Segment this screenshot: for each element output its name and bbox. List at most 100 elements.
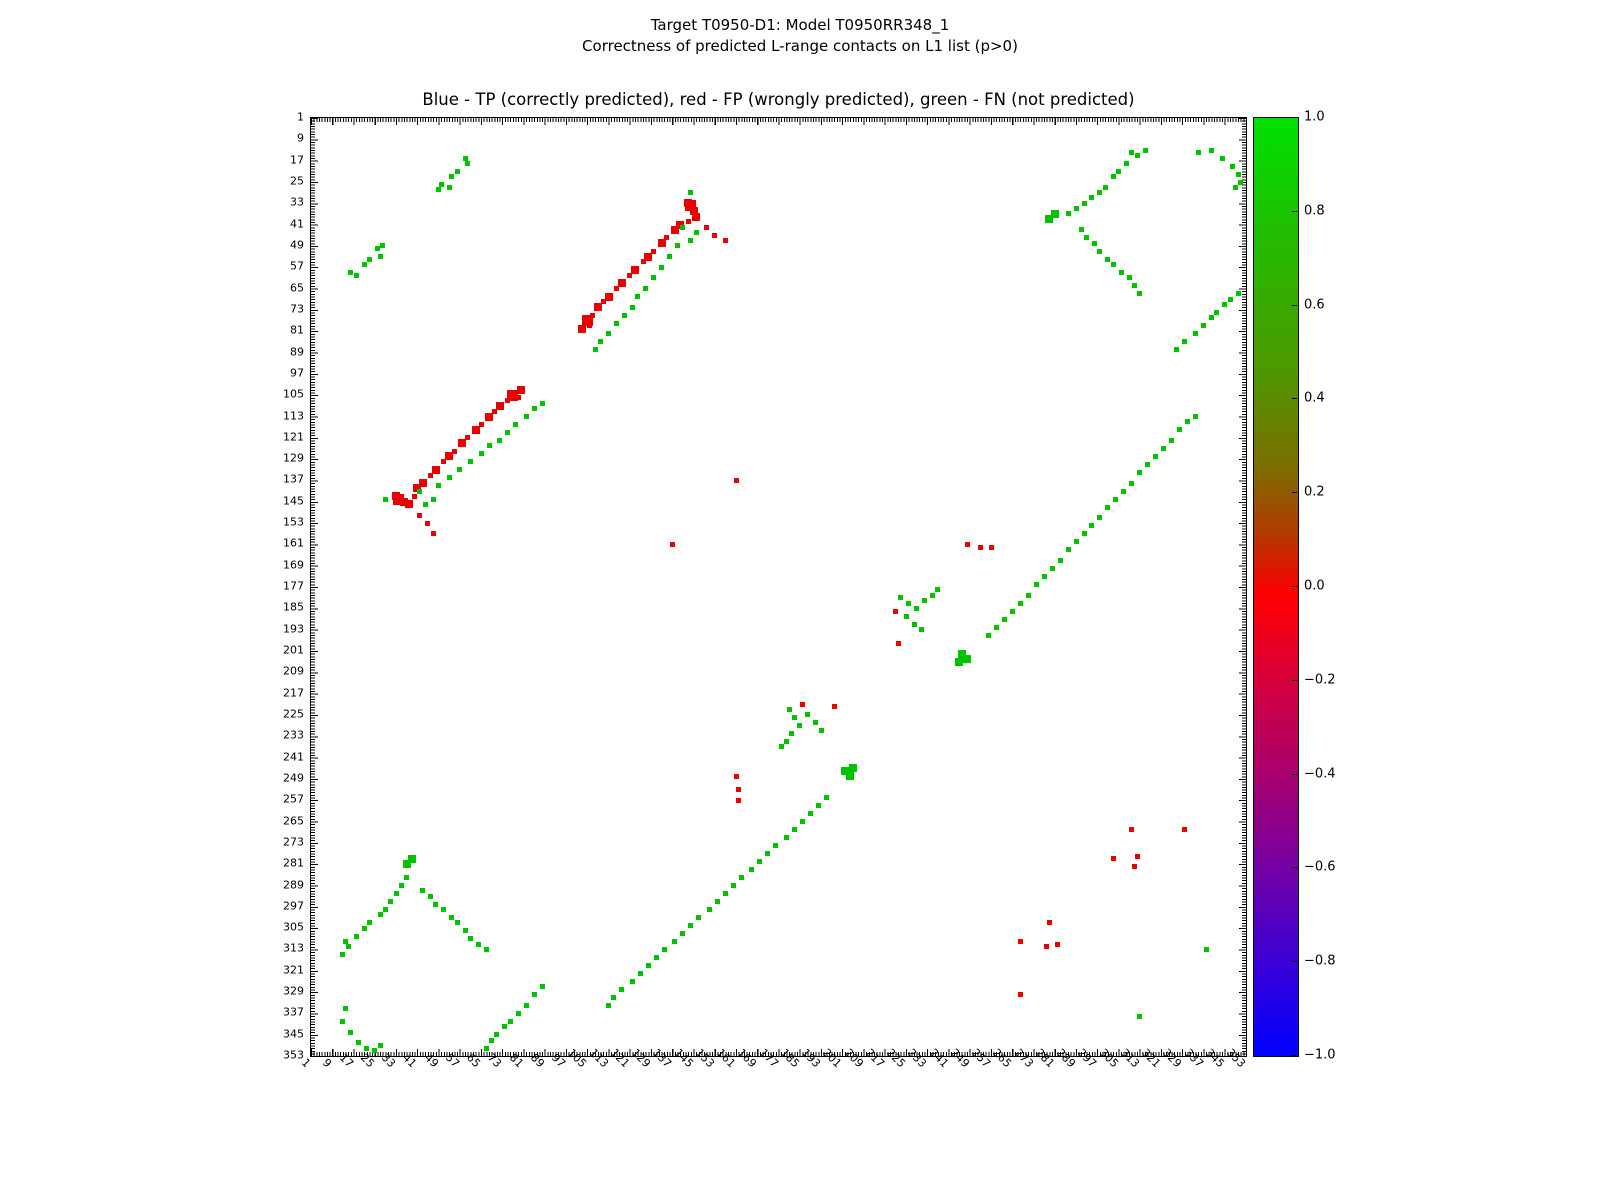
contact-point	[977, 544, 983, 550]
contact-point	[372, 1048, 378, 1054]
y-tick-label: 273	[283, 835, 304, 849]
contact-point	[778, 744, 784, 750]
contact-point	[606, 331, 611, 337]
contact-point	[791, 715, 797, 721]
contact-point	[1116, 168, 1121, 174]
contact-point	[592, 347, 598, 353]
contact-point	[418, 479, 427, 488]
y-tick-label: 233	[283, 728, 304, 742]
contact-point	[513, 421, 518, 427]
contact-point	[495, 401, 504, 410]
contact-point	[831, 704, 837, 710]
contact-point	[614, 320, 619, 326]
contact-point	[651, 275, 657, 281]
contact-point	[483, 1045, 489, 1051]
contact-point	[621, 312, 627, 318]
contact-point	[454, 168, 460, 174]
contact-point	[462, 155, 468, 161]
contact-point	[405, 500, 414, 509]
contact-point	[475, 941, 481, 947]
contact-point	[388, 898, 394, 904]
y-tick-label: 105	[283, 387, 304, 401]
contact-point	[1209, 147, 1214, 153]
contact-point	[611, 994, 617, 1000]
contact-point	[515, 1010, 521, 1016]
colorbar-tick-mark	[1292, 492, 1297, 494]
y-tick-label: 241	[283, 750, 304, 763]
contact-point	[799, 701, 805, 707]
contact-point	[606, 1002, 611, 1008]
contact-point	[1044, 944, 1050, 950]
contact-point	[516, 385, 525, 394]
contact-point	[345, 944, 351, 950]
contact-point	[614, 286, 619, 291]
contact-point	[706, 906, 712, 912]
contact-point	[1078, 227, 1084, 233]
contact-point	[749, 867, 755, 872]
contact-point	[640, 259, 646, 265]
y-tick-label: 57	[290, 259, 304, 273]
contact-point	[478, 421, 484, 427]
colorbar-tick-label: −1.0	[1304, 1047, 1336, 1063]
contact-point	[604, 292, 613, 301]
contact-point	[1129, 480, 1135, 486]
contact-point	[600, 299, 606, 305]
contact-point	[1054, 941, 1060, 947]
contact-point	[1073, 206, 1079, 212]
contact-point	[1017, 938, 1023, 944]
contact-point	[593, 303, 602, 312]
contact-point	[361, 925, 367, 931]
contact-point	[1182, 827, 1188, 832]
contact-point	[919, 627, 925, 633]
y-tick-label: 345	[283, 1027, 304, 1041]
contact-point	[1025, 592, 1031, 598]
contact-point	[1222, 302, 1228, 307]
contact-point	[680, 930, 686, 936]
contact-point	[402, 860, 411, 869]
contact-point	[1102, 184, 1108, 190]
colorbar-tick-mark	[1292, 398, 1297, 400]
contact-point	[617, 279, 626, 288]
contact-point	[685, 219, 691, 225]
contact-point	[773, 843, 779, 848]
contact-point	[502, 1024, 508, 1030]
contact-point	[1089, 195, 1095, 201]
contact-point	[1049, 565, 1055, 571]
y-tick-label: 353	[283, 1048, 304, 1062]
contact-point	[985, 632, 991, 638]
contact-point	[485, 412, 493, 421]
colorbar	[1253, 117, 1299, 1057]
contact-point	[757, 859, 763, 864]
y-tick-label: 73	[290, 302, 304, 316]
contact-point	[1110, 174, 1116, 180]
colorbar-tick-label: −0.4	[1304, 766, 1336, 782]
contact-point	[672, 938, 678, 944]
contact-point	[445, 452, 454, 461]
contact-point	[689, 207, 698, 216]
contact-point	[515, 395, 521, 401]
contact-point	[366, 920, 372, 926]
y-tick-label: 161	[283, 536, 304, 550]
y-tick-label: 297	[283, 899, 304, 913]
y-tick-label: 129	[283, 451, 304, 465]
contact-point	[422, 501, 428, 507]
y-tick-label: 193	[283, 622, 304, 636]
contact-point	[430, 531, 436, 537]
contact-point	[848, 764, 857, 773]
contact-point	[478, 451, 484, 457]
y-tick-label: 337	[283, 1005, 304, 1019]
contact-point	[789, 731, 795, 737]
colorbar-tick-mark	[1292, 210, 1297, 212]
contact-point	[1001, 616, 1007, 622]
contact-point	[1033, 581, 1039, 587]
colorbar-tick-labels: 1.0 0.8 0.6 0.4 0.2 0.0 −0.2 −0.4 −0.6 −0.8 −1.0	[1304, 110, 1364, 1063]
colorbar-tick-label: −0.6	[1304, 859, 1336, 875]
contact-point	[643, 286, 649, 291]
axes-title: Blue - TP (correctly predicted), red - F…	[422, 90, 1135, 109]
contact-point	[404, 875, 410, 880]
contact-point	[667, 254, 673, 260]
contact-point	[669, 541, 675, 547]
contact-point	[670, 225, 679, 234]
contact-point	[680, 224, 686, 230]
